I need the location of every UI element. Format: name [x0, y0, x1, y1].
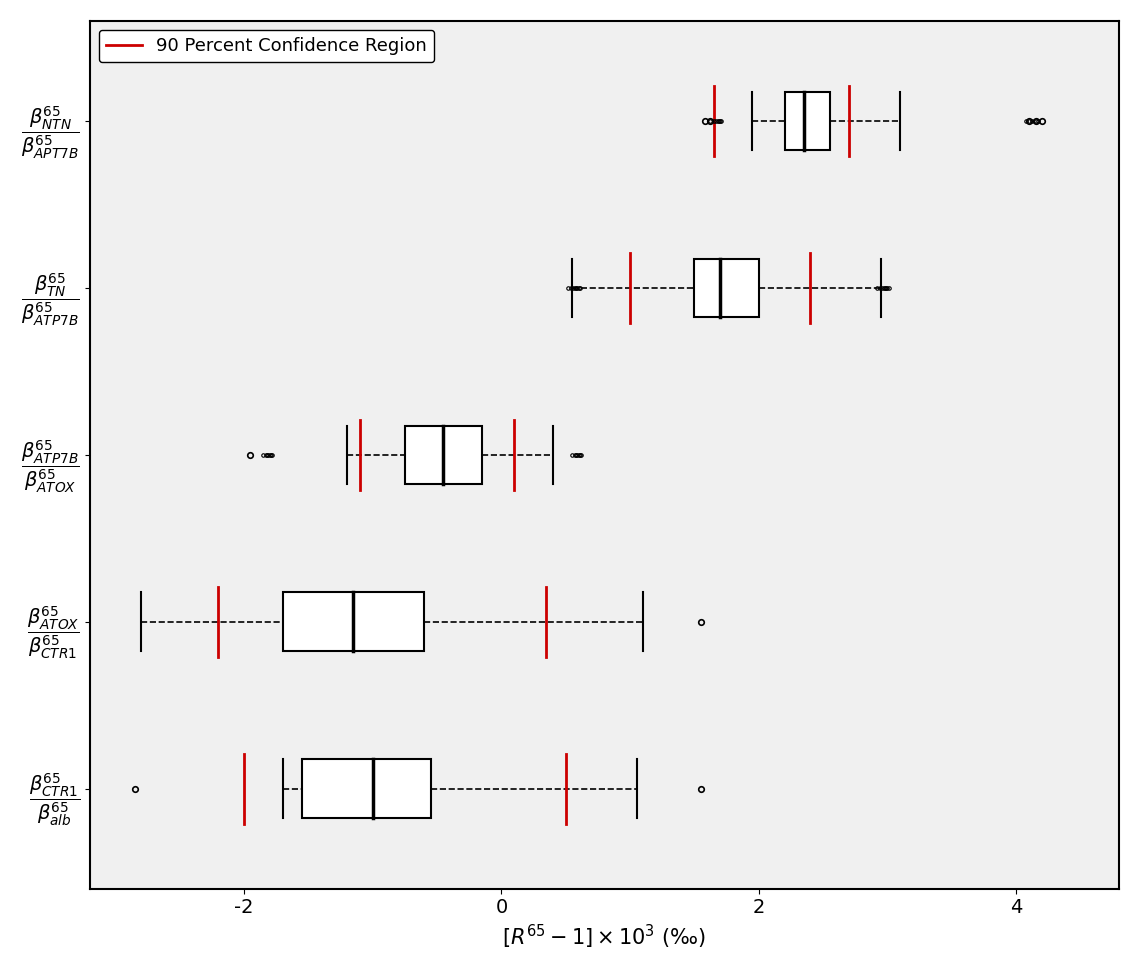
X-axis label: $[R^{65}-1] \times 10^3$ (‰): $[R^{65}-1] \times 10^3$ (‰)	[503, 923, 707, 952]
FancyBboxPatch shape	[283, 593, 424, 651]
FancyBboxPatch shape	[694, 259, 759, 317]
FancyBboxPatch shape	[302, 759, 431, 817]
FancyBboxPatch shape	[784, 91, 830, 151]
Legend: 90 Percent Confidence Region: 90 Percent Confidence Region	[98, 30, 434, 62]
FancyBboxPatch shape	[405, 426, 482, 484]
